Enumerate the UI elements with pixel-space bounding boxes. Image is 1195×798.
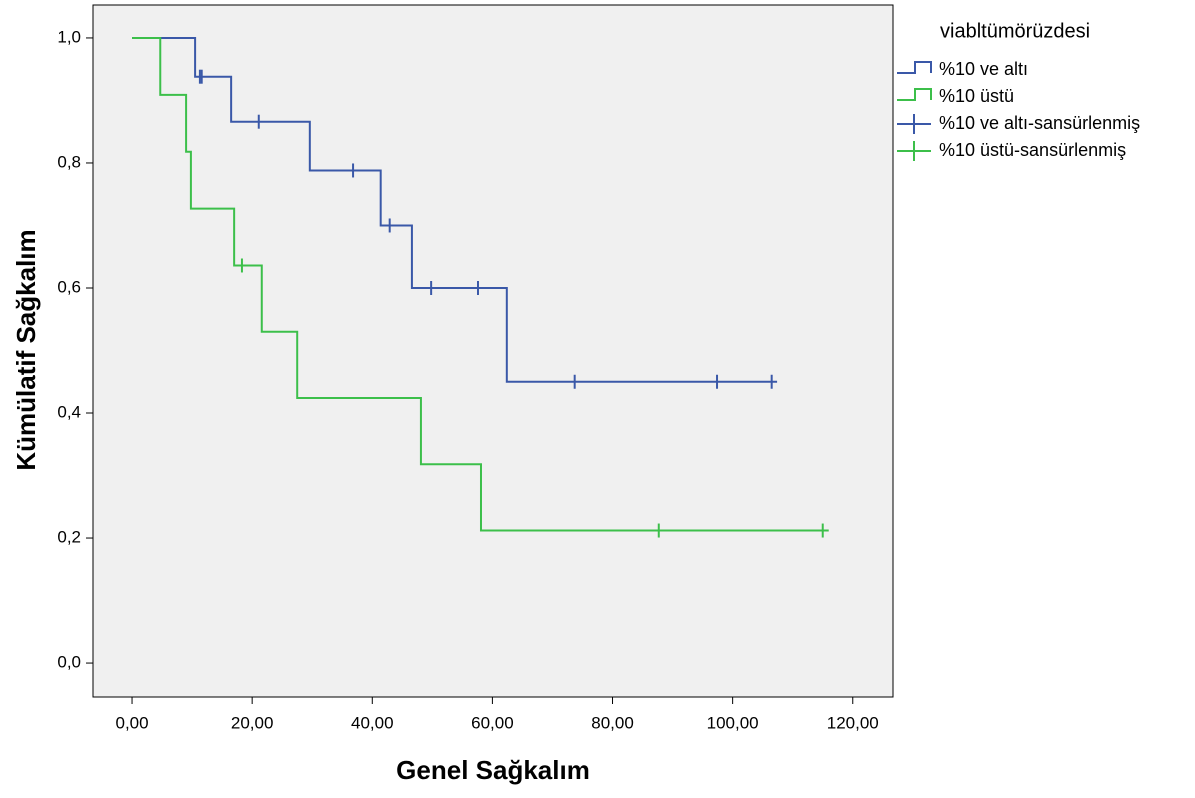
plot-area: [92, 4, 894, 698]
y-tick-label: 0,0: [57, 653, 81, 672]
legend-label: %10 ve altı-sansürlenmiş: [939, 113, 1140, 133]
legend-title: viabltümörüzdesi: [940, 20, 1090, 42]
legend-label: %10 üstü-sansürlenmiş: [939, 140, 1126, 160]
legend-label: %10 üstü: [939, 86, 1014, 106]
y-axis-title: Kümülatif Sağkalım: [11, 229, 41, 470]
y-tick-label: 0,2: [57, 528, 81, 547]
legend-icon: [897, 88, 932, 101]
y-tick-label: 1,0: [57, 27, 81, 46]
y-tick-label: 0,4: [57, 402, 81, 421]
survival-curve: [132, 36, 829, 532]
legend-icon: [897, 114, 931, 134]
x-tick-label: 20,00: [231, 713, 274, 732]
legend-icon: [897, 61, 932, 74]
legend-label: %10 ve altı: [939, 59, 1028, 79]
y-tick-label: 0,8: [57, 152, 81, 171]
legend-icon: [897, 141, 931, 161]
x-tick-label: 60,00: [471, 713, 514, 732]
x-axis-title: Genel Sağkalım: [396, 755, 590, 785]
x-tick-label: 80,00: [591, 713, 634, 732]
x-tick-label: 100,00: [707, 713, 759, 732]
x-tick-label: 0,00: [115, 713, 148, 732]
x-tick-label: 40,00: [351, 713, 394, 732]
y-tick-label: 0,6: [57, 277, 81, 296]
x-tick-label: 120,00: [827, 713, 879, 732]
